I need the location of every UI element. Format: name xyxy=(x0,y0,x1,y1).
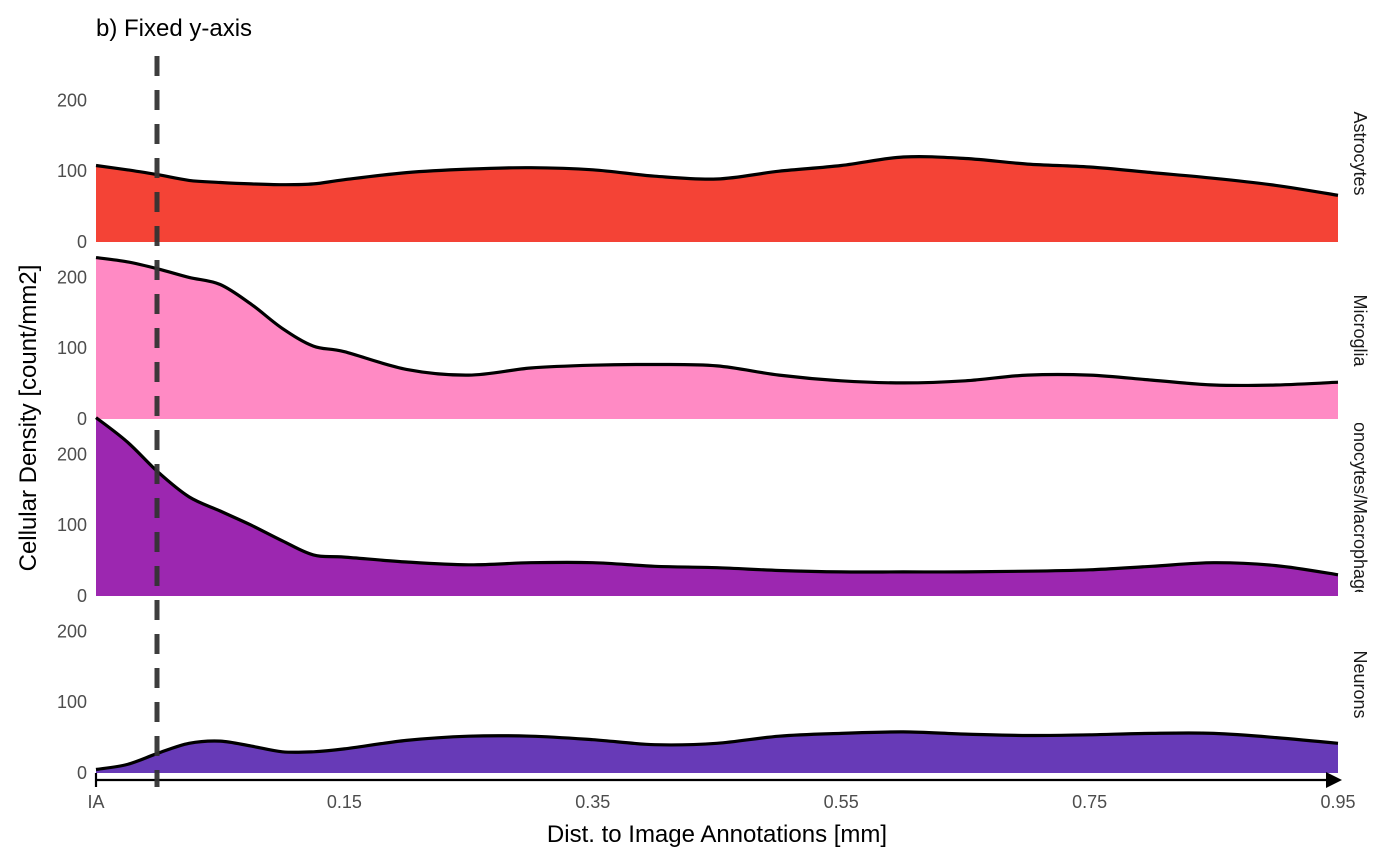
x-axis-arrowhead xyxy=(1326,772,1342,788)
y-tick-label: 100 xyxy=(57,692,87,712)
density-line xyxy=(95,155,1339,197)
facet-strip-label: Astrocytes xyxy=(1350,111,1370,195)
facet-panel: 0 100 200 Neurons xyxy=(57,621,1370,783)
density-line xyxy=(95,730,1339,772)
y-tick-label: 0 xyxy=(77,232,87,252)
y-tick-label: 200 xyxy=(57,444,87,464)
facet-strip-label: Microglia xyxy=(1350,294,1370,367)
y-tick-label: 0 xyxy=(77,586,87,606)
x-tick-label: IA xyxy=(87,792,104,812)
density-area xyxy=(96,257,1338,419)
facet-panel: 0 100 200 Monocytes/Macrophages xyxy=(57,407,1370,608)
density-line xyxy=(95,416,1339,577)
facet-panel: 0 100 200 Astrocytes xyxy=(57,90,1370,252)
y-tick-label: 200 xyxy=(57,90,87,110)
density-area xyxy=(96,417,1338,596)
density-line xyxy=(95,256,1339,388)
y-tick-label: 0 xyxy=(77,409,87,429)
x-tick-label: 0.55 xyxy=(824,792,859,812)
x-tick-label: 0.75 xyxy=(1072,792,1107,812)
y-tick-label: 0 xyxy=(77,763,87,783)
y-tick-label: 100 xyxy=(57,161,87,181)
facet-panels: 0 100 200 Astrocytes 0 100 200 Microglia 0 100 200… xyxy=(57,90,1370,783)
density-area xyxy=(96,731,1338,773)
x-tick-label: 0.35 xyxy=(575,792,610,812)
x-tick-label: 0.95 xyxy=(1320,792,1355,812)
y-tick-label: 100 xyxy=(57,338,87,358)
y-tick-label: 200 xyxy=(57,267,87,287)
x-axis: IA 0.15 0.35 0.55 0.75 0.95 xyxy=(87,772,1356,812)
facet-panel: 0 100 200 Microglia xyxy=(57,256,1370,429)
facet-strip-label: Monocytes/Macrophages xyxy=(1350,407,1370,608)
y-tick-label: 200 xyxy=(57,621,87,641)
plot-title: b) Fixed y-axis xyxy=(96,15,252,42)
facet-strip-label: Neurons xyxy=(1350,650,1370,718)
density-area xyxy=(96,156,1338,242)
x-tick-label: 0.15 xyxy=(327,792,362,812)
y-tick-label: 100 xyxy=(57,515,87,535)
x-axis-title: Dist. to Image Annotations [mm] xyxy=(547,821,887,848)
y-axis-title: Cellular Density [count/mm2] xyxy=(15,265,42,572)
